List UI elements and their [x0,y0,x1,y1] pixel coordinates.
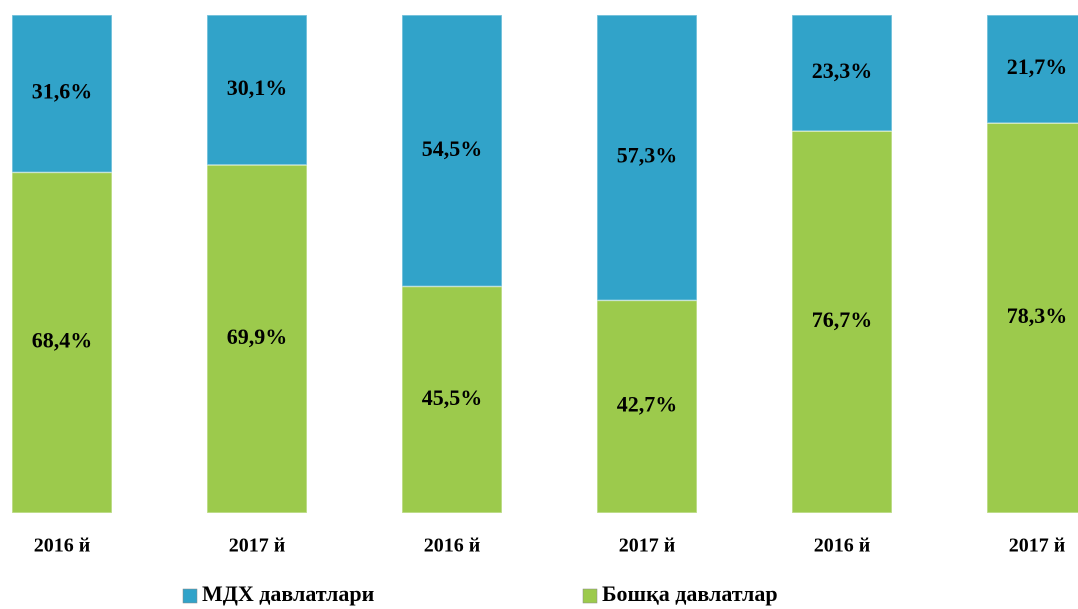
bar-segment [11,14,113,174]
bar-segment [206,14,308,166]
value-label: 45,5% [422,385,483,410]
legend-label: МДХ давлатлари [202,581,375,606]
bar-segment [986,14,1078,124]
x-tick-label: 2016 й [814,535,871,557]
bar-segment [11,171,113,514]
legend-swatch [582,588,598,604]
x-tick-label: 2017 й [1009,535,1066,557]
x-tick-label: 2016 й [424,535,481,557]
value-label: 30,1% [227,75,288,100]
bar-segment [791,130,893,514]
value-label: 57,3% [617,143,678,168]
legend-label: Бошқа давлатлар [602,581,778,606]
value-label: 54,5% [422,136,483,161]
value-label: 42,7% [617,392,678,417]
x-tick-label: 2016 й [34,535,91,557]
x-tick-label: 2017 й [229,535,286,557]
value-label: 76,7% [812,307,873,332]
legend-swatch [182,588,198,604]
bar-segment [401,14,503,288]
value-label: 78,3% [1007,303,1068,328]
bar-segment [596,299,698,514]
value-label: 23,3% [812,58,873,83]
value-label: 31,6% [32,79,93,104]
value-label: 69,9% [227,324,288,349]
bar-segment [791,14,893,132]
value-label: 68,4% [32,328,93,353]
bar-segment [401,285,503,514]
value-label: 21,7% [1007,54,1068,79]
bar-segment [596,14,698,302]
x-tick-label: 2017 й [619,535,676,557]
